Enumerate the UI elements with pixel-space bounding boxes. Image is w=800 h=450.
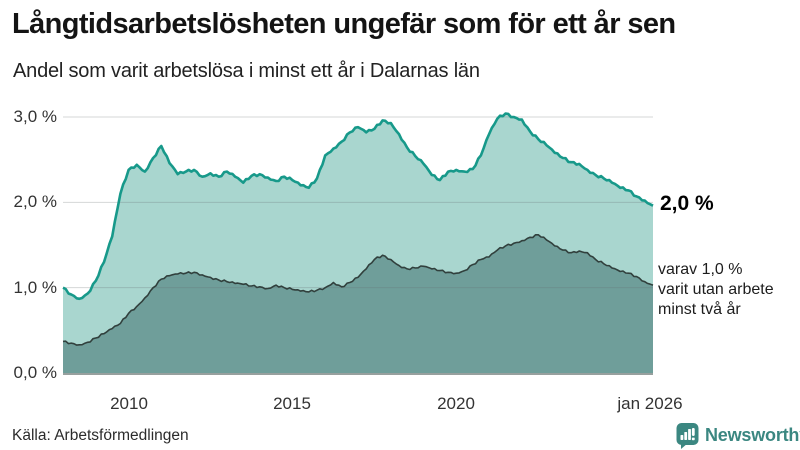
annotation-line: varit utan arbete (658, 281, 774, 298)
y-axis-tick: 1,0 % (13, 278, 57, 297)
total-line (62, 112, 654, 301)
x-axis-tick: jan 2026 (617, 394, 683, 413)
series-end-value-label: 2,0 % (660, 192, 714, 215)
newsworthy-brand-link[interactable]: Newsworthy (676, 422, 800, 449)
y-axis-tick: 2,0 % (13, 192, 57, 211)
series-annotation: varav 1,0 % varit utan arbete minst två … (658, 260, 774, 320)
newsworthy-logo-icon (676, 423, 699, 449)
y-axis-tick: 0,0 % (13, 363, 57, 382)
page-title: Långtidsarbetslösheten ungefär som för e… (12, 8, 676, 40)
x-axis-tick: 2020 (437, 394, 475, 413)
annotation-line: minst två år (658, 301, 741, 318)
two-year-area-fill (63, 234, 653, 373)
newsworthy-brand-name: Newsworthy (705, 425, 800, 445)
two-year-line (62, 234, 654, 346)
source-credit: Källa: Arbetsförmedlingen (12, 427, 189, 444)
annotation-line: varav 1,0 % (658, 261, 743, 278)
y-axis-tick: 3,0 % (13, 107, 57, 126)
x-axis-tick: 2010 (110, 394, 148, 413)
x-axis-tick: 2015 (273, 394, 311, 413)
chart-subtitle: Andel som varit arbetslösa i minst ett å… (13, 60, 480, 82)
